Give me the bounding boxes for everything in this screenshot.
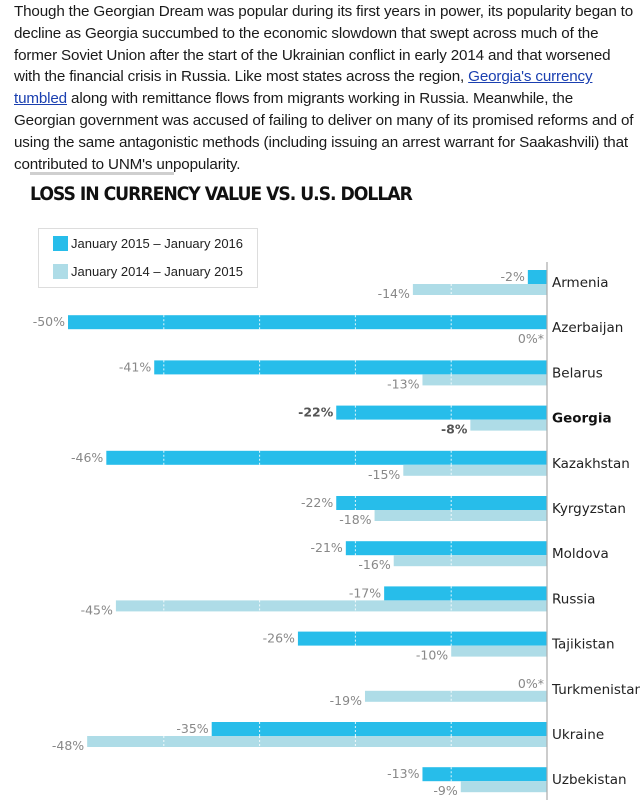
value-label-2015-2016-kyrgyzstan: -22% [301,495,333,510]
value-label-2014-2015-kazakhstan: -15% [368,467,400,482]
legend-swatch-2014-2015 [53,263,68,279]
value-label-2014-2015-moldova: -16% [358,557,390,572]
bar-2015-2016-belarus [154,360,547,375]
bar-2014-2015-tajikistan [451,645,547,657]
bar-2014-2015-kyrgyzstan [374,510,547,521]
category-label-kyrgyzstan: Kyrgyzstan [552,501,626,517]
value-label-2015-2016-tajikistan: -26% [263,631,295,646]
value-label-2015-2016-uzbekistan: -13% [387,766,419,781]
legend-item-2015-2016: January 2015 – January 2016 [53,235,243,251]
bar-2015-2016-armenia [527,270,547,284]
bar-2015-2016-azerbaijan [68,315,547,330]
bar-2015-2016-kyrgyzstan [336,496,547,510]
category-label-uzbekistan: Uzbekistan [552,772,627,788]
paragraph-text-start: Though the Georgian Dream was popular du… [14,3,634,86]
bar-2015-2016-russia [384,586,547,601]
bar-2015-2016-tajikistan [297,631,547,646]
value-label-2015-2016-belarus: -41% [119,359,151,374]
bar-2015-2016-uzbekistan [422,767,547,782]
paragraph-text-end: along with remittance flows from migrant… [14,90,634,173]
article-paragraph: Though the Georgian Dream was popular du… [14,1,636,175]
category-label-armenia: Armenia [552,275,609,291]
bar-2014-2015-armenia [412,284,547,295]
legend-label-2014-2015: January 2014 – January 2015 [71,263,244,279]
value-label-2014-2015-ukraine: -48% [52,738,84,753]
value-label-2015-2016-kazakhstan: -46% [71,450,103,465]
value-label-2014-2015-azerbaijan: 0%* [518,331,544,346]
category-label-georgia: Georgia [552,411,612,427]
category-label-ukraine: Ukraine [552,727,604,743]
category-label-tajikistan: Tajikistan [551,637,615,653]
bar-2014-2015-kazakhstan [403,464,547,476]
chart-divider [30,172,174,175]
legend-swatch-2015-2016 [53,235,68,251]
value-label-2015-2016-moldova: -21% [311,540,343,555]
value-label-2014-2015-armenia: -14% [378,286,410,301]
value-label-2014-2015-uzbekistan: -9% [433,783,457,798]
bar-2014-2015-ukraine [87,736,547,747]
category-label-belarus: Belarus [552,365,603,381]
bar-2014-2015-belarus [422,374,547,386]
legend-label-2015-2016: January 2015 – January 2016 [71,235,244,251]
chart-legend: January 2015 – January 2016 January 2014… [38,228,258,288]
value-label-2015-2016-azerbaijan: -50% [33,314,65,329]
legend-item-2014-2015: January 2014 – January 2015 [53,263,243,279]
value-label-2014-2015-turkmenistan: -19% [330,693,362,708]
bar-2015-2016-ukraine [211,722,547,736]
bar-2014-2015-moldova [393,555,547,567]
value-label-2015-2016-turkmenistan: 0%* [518,676,544,691]
category-label-russia: Russia [552,591,595,607]
currency-tumbled-link[interactable]: Georgia's currency tumbled [14,68,593,108]
category-label-turkmenistan: Turkmenistan [551,682,640,698]
bar-2014-2015-georgia [470,419,547,431]
value-label-2014-2015-kyrgyzstan: -18% [339,512,371,527]
bar-2015-2016-georgia [336,405,547,420]
category-label-azerbaijan: Azerbaijan [552,320,623,336]
value-label-2014-2015-russia: -45% [81,602,113,617]
category-label-moldova: Moldova [552,546,609,562]
bar-2014-2015-russia [115,600,548,612]
bar-2014-2015-uzbekistan [460,781,547,793]
value-label-2015-2016-georgia: -22% [298,405,334,420]
value-label-2015-2016-ukraine: -35% [176,721,208,736]
value-label-2014-2015-tajikistan: -10% [416,648,448,663]
bar-2015-2016-moldova [345,541,547,556]
category-label-kazakhstan: Kazakhstan [552,456,630,472]
chart-title: LOSS IN CURRENCY VALUE VS. U.S. DOLLAR [30,184,413,205]
value-label-2015-2016-armenia: -2% [500,269,524,284]
value-label-2014-2015-belarus: -13% [387,376,419,391]
bar-2015-2016-kazakhstan [106,450,547,465]
value-label-2015-2016-russia: -17% [349,585,381,600]
value-label-2014-2015-georgia: -8% [441,422,468,437]
bar-2014-2015-turkmenistan [364,690,547,702]
